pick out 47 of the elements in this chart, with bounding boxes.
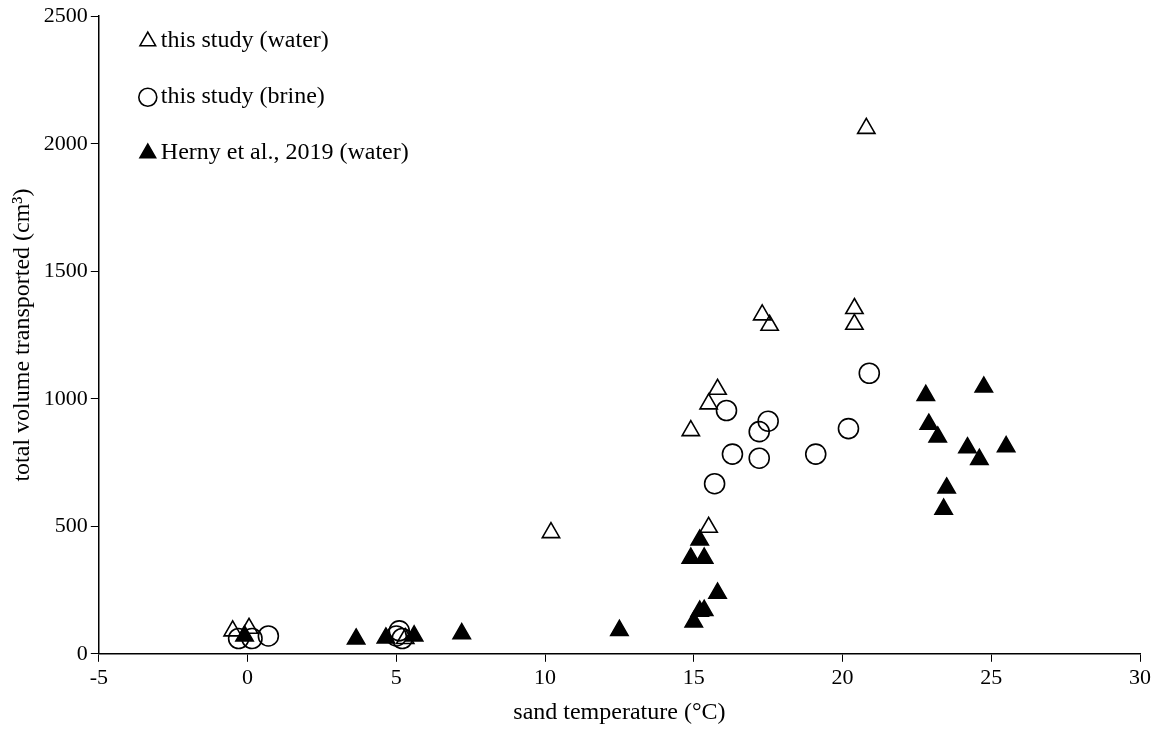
legend-label: this study (water)	[160, 26, 329, 53]
point	[937, 477, 957, 494]
y-tick-label: 1500	[43, 257, 88, 283]
point	[996, 435, 1016, 453]
point	[395, 627, 415, 645]
point	[223, 620, 243, 637]
point	[844, 297, 864, 315]
y-tick-label: 2500	[43, 1, 88, 27]
point	[844, 313, 864, 331]
point	[541, 521, 561, 539]
x-tick-label: 25	[980, 663, 1003, 689]
point	[694, 547, 714, 564]
point	[934, 498, 954, 515]
y-tick-label: 2000	[43, 129, 88, 155]
point	[708, 582, 728, 599]
y-tick-label: 1000	[43, 384, 88, 410]
point	[609, 619, 629, 637]
x-tick-label: 15	[682, 663, 705, 689]
x-tick-label: 30	[1129, 663, 1151, 689]
point	[752, 304, 772, 321]
point	[690, 529, 710, 546]
y-axis-title: total volume transported (cm³)	[7, 188, 34, 482]
y-tick-label: 500	[54, 512, 88, 538]
point	[681, 419, 701, 437]
point	[916, 384, 936, 402]
point	[708, 378, 728, 396]
point	[699, 516, 719, 534]
point	[699, 393, 719, 410]
legend-label: Herny et al., 2019 (water)	[160, 138, 409, 165]
point	[856, 117, 876, 135]
point	[760, 314, 780, 332]
x-axis-title: sand temperature (°C)	[513, 697, 726, 724]
legend-label: this study (brine)	[160, 82, 325, 109]
point	[346, 628, 366, 645]
x-tick-label: 5	[390, 663, 402, 689]
x-tick-label: -5	[89, 663, 108, 689]
point	[969, 448, 989, 466]
x-tick-label: 20	[831, 663, 854, 689]
point	[919, 413, 939, 431]
point	[928, 426, 948, 443]
point	[958, 436, 977, 454]
point	[974, 376, 994, 393]
y-tick-label: 0	[76, 639, 88, 665]
x-tick-label: 10	[534, 663, 557, 689]
x-tick-label: 0	[242, 663, 254, 689]
point	[239, 617, 259, 635]
point	[452, 622, 472, 640]
